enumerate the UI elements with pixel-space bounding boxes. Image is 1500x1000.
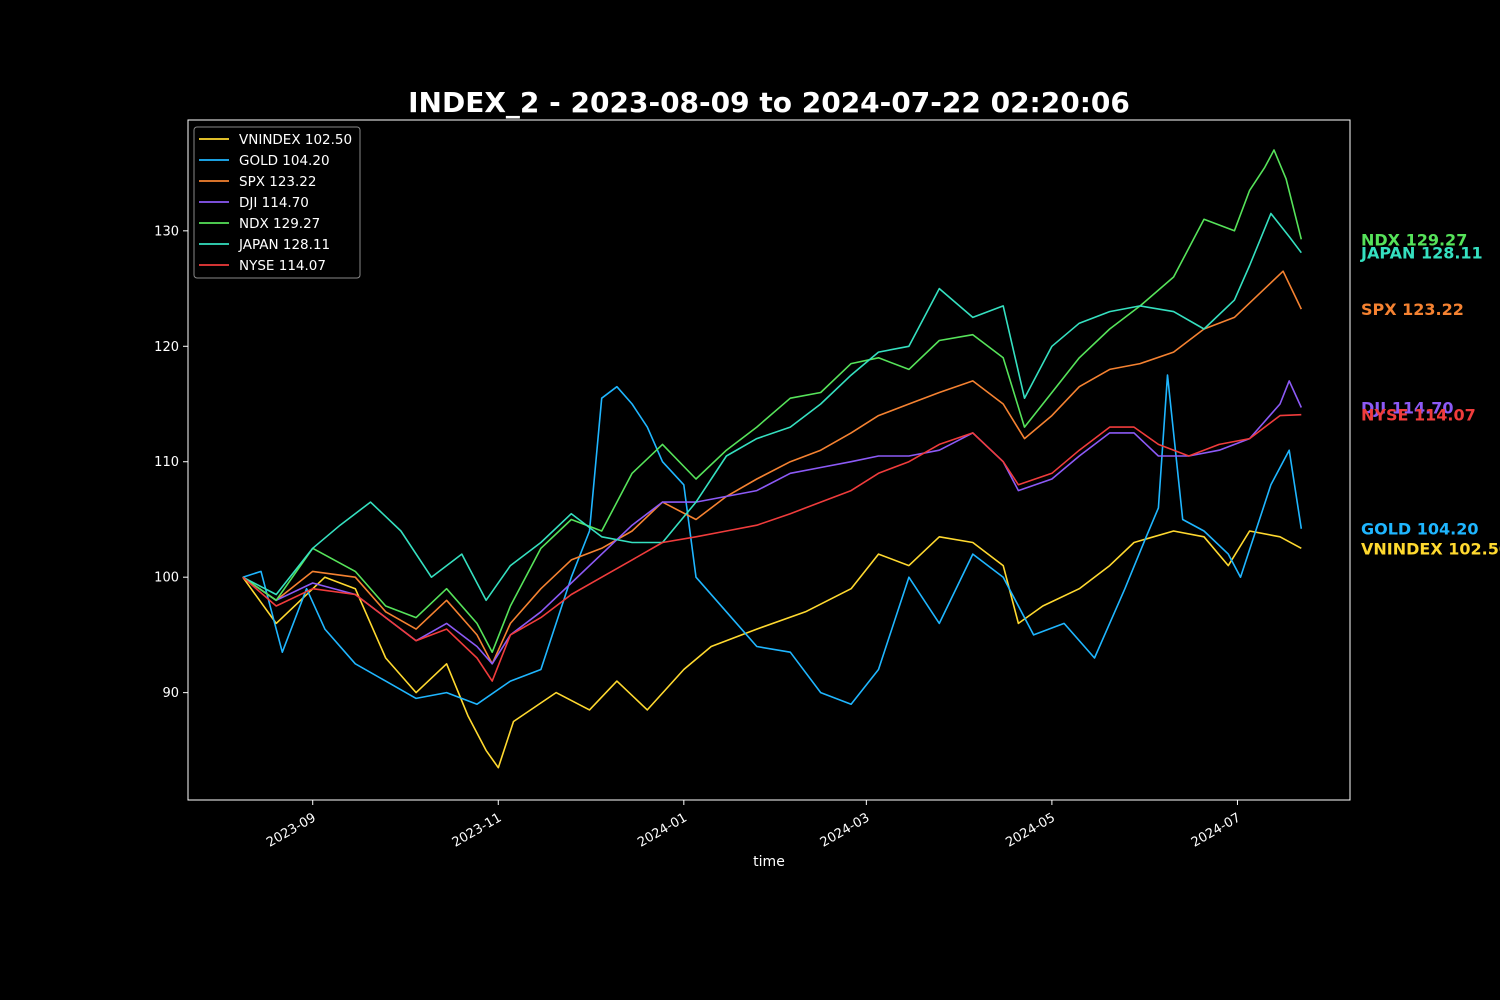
series-line-vnindex	[242, 530, 1302, 769]
plot-frame	[187, 119, 1351, 801]
series-line-ndx	[242, 149, 1303, 653]
series-lines	[242, 149, 1303, 769]
end-label-vnindex: VNINDEX 102.50	[1361, 539, 1500, 558]
series-line-nyse	[242, 413, 1302, 682]
series-line-gold	[242, 374, 1303, 705]
y-tick-label: 110	[154, 455, 179, 470]
legend-entry-vnindex: VNINDEX 102.50	[239, 132, 352, 148]
end-label-gold: GOLD 104.20	[1361, 520, 1479, 539]
y-axis: 90 100 110 120 130	[154, 224, 188, 701]
end-label-nyse: NYSE 114.07	[1361, 406, 1476, 425]
series-line-spx	[242, 270, 1303, 665]
legend-box	[193, 126, 361, 279]
end-label-dji: DJI 114.70	[1361, 398, 1454, 417]
legend-entry-japan: JAPAN 128.11	[238, 237, 330, 253]
legend: VNINDEX 102.50 GOLD 104.20 SPX 123.22 DJI 1…	[193, 126, 361, 279]
y-tick-label: 100	[154, 571, 179, 586]
series-line-dji	[242, 380, 1303, 665]
end-label-ndx: NDX 129.27	[1361, 230, 1467, 249]
y-tick-label: 120	[154, 340, 179, 355]
y-tick-label: 130	[154, 224, 179, 239]
legend-entry-spx: SPX 123.22	[239, 174, 317, 190]
chart-title: INDEX_2 - 2023-08-09 to 2024-07-22 02:20…	[408, 86, 1130, 119]
end-label-japan: JAPAN 128.11	[1360, 244, 1483, 263]
legend-entry-ndx: NDX 129.27	[239, 216, 320, 232]
legend-entry-nyse: NYSE 114.07	[239, 258, 326, 274]
x-axis-label: time	[753, 854, 785, 870]
series-line-japan	[242, 212, 1302, 602]
legend-entry-gold: GOLD 104.20	[239, 153, 330, 169]
end-label-spx: SPX 123.22	[1361, 300, 1464, 319]
y-tick-label: 90	[162, 686, 179, 701]
legend-entry-dji: DJI 114.70	[239, 195, 309, 211]
